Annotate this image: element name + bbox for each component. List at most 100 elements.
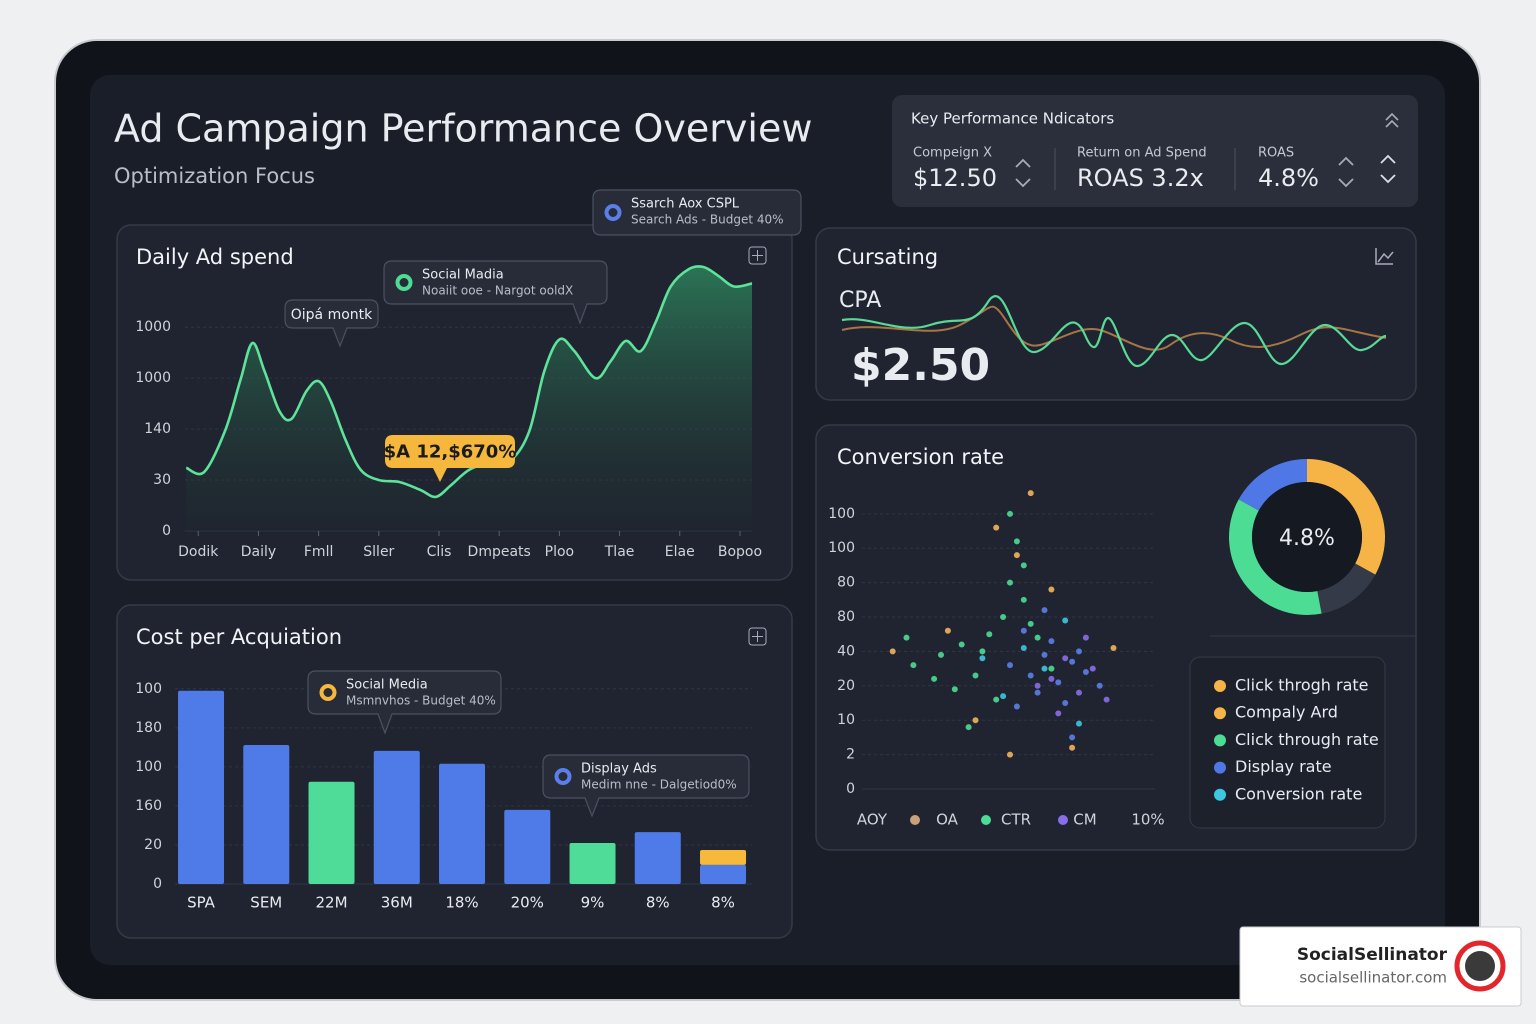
x-tick-label: 10%	[1131, 811, 1164, 829]
kpi-value: $12.50	[913, 164, 997, 192]
point	[1034, 682, 1041, 689]
y-tick-label: 100	[135, 681, 162, 697]
line	[185, 265, 753, 499]
x-tick-label: Bopoo	[718, 544, 762, 560]
y-tick-label: 10	[837, 712, 855, 728]
point	[1041, 607, 1048, 614]
point	[1055, 679, 1062, 686]
y-tick-label: 0	[162, 523, 171, 539]
legend-dot	[1058, 815, 1068, 825]
x-tick-label: 8%	[646, 894, 670, 912]
tooltip	[542, 754, 750, 818]
bar	[243, 745, 290, 884]
y-tick-label: 20	[144, 837, 162, 853]
bar	[308, 781, 355, 884]
expand-icon	[752, 250, 763, 261]
bar	[700, 850, 747, 865]
donut-segment	[1317, 563, 1376, 614]
collapse-icon[interactable]	[1385, 112, 1399, 128]
card-title: Conversion rate	[837, 445, 1004, 469]
expand-icon[interactable]	[748, 246, 767, 265]
tooltip-text: Noaiit ooe - Nargot ooldX	[422, 284, 573, 298]
y-tick-label: 80	[837, 609, 855, 625]
y-tick-label: 1000	[135, 319, 171, 335]
legend-label: Display rate	[1235, 757, 1332, 776]
point	[1020, 644, 1027, 651]
point	[1000, 614, 1007, 621]
point	[979, 648, 986, 655]
point	[1027, 490, 1034, 497]
point	[1082, 669, 1089, 676]
y-tick-label: 100	[828, 506, 855, 522]
donut-segment	[1307, 459, 1386, 575]
bar	[373, 750, 420, 884]
kpi-label: Return on Ad Spend	[1077, 146, 1207, 161]
x-tick-label: 9%	[581, 894, 605, 912]
tooltip-icon	[554, 768, 572, 785]
legend-swatch	[1214, 707, 1226, 720]
point	[1062, 617, 1069, 624]
point	[931, 675, 938, 682]
x-tick-label: CTR	[1001, 811, 1031, 829]
x-tick-label: OA	[936, 811, 959, 829]
point	[1020, 562, 1027, 569]
point	[972, 672, 979, 679]
point	[1027, 672, 1034, 679]
tooltip	[385, 435, 515, 482]
point	[903, 634, 910, 641]
donut-hole	[1252, 482, 1362, 592]
chart-icon[interactable]	[1375, 248, 1394, 265]
legend-swatch	[1214, 734, 1226, 747]
expand-icon	[752, 631, 763, 642]
legend-label: Click throgh rate	[1235, 676, 1369, 695]
point	[1089, 665, 1096, 672]
point	[1069, 658, 1076, 665]
x-tick-label: Dmpeats	[468, 544, 531, 560]
point	[965, 724, 972, 731]
bar	[504, 809, 551, 884]
point	[1013, 703, 1020, 710]
point	[979, 655, 986, 662]
point	[958, 641, 965, 648]
point	[1013, 552, 1020, 559]
tooltip	[307, 670, 502, 735]
kpi-value: ROAS 3.2x	[1077, 164, 1204, 192]
x-tick-label: Fmll	[304, 544, 333, 560]
x-tick-label: 18%	[445, 894, 478, 912]
bar	[634, 832, 681, 884]
x-tick-label: Daily	[241, 544, 276, 560]
donut-segment	[1238, 459, 1307, 511]
expand-icon[interactable]	[748, 627, 767, 646]
point	[1076, 648, 1082, 655]
stepper[interactable]	[1015, 158, 1031, 188]
y-tick-label: 0	[153, 876, 162, 892]
legend-label: Click through rate	[1235, 730, 1379, 749]
tooltip-text: Search Ads - Budget 40%	[631, 213, 784, 227]
x-tick-label: SPA	[187, 894, 216, 912]
x-tick-label: Dodik	[178, 544, 219, 560]
stepper[interactable]	[1338, 156, 1354, 188]
point	[1034, 634, 1041, 641]
point	[1041, 651, 1048, 658]
x-tick-label: CM	[1073, 811, 1096, 829]
y-tick-label: 180	[135, 720, 162, 736]
point	[910, 662, 917, 669]
point	[986, 631, 993, 638]
brand-badge[interactable]	[1239, 926, 1522, 1007]
point	[1007, 662, 1013, 669]
tooltip-text: Msmnvhos - Budget 40%	[346, 694, 496, 708]
stepper[interactable]	[1380, 154, 1396, 184]
kpi-card	[892, 95, 1418, 207]
x-tick-label: SEM	[250, 894, 282, 912]
point	[1007, 579, 1013, 586]
y-tick-label: 20	[837, 678, 855, 694]
point	[1048, 675, 1055, 682]
point	[1041, 665, 1048, 672]
brand-url: socialsellinator.com	[1299, 969, 1447, 987]
cpa-card	[815, 227, 1417, 401]
y-tick-label: 1000	[135, 370, 171, 386]
point	[1007, 510, 1013, 517]
y-tick-label: 100	[828, 540, 855, 556]
